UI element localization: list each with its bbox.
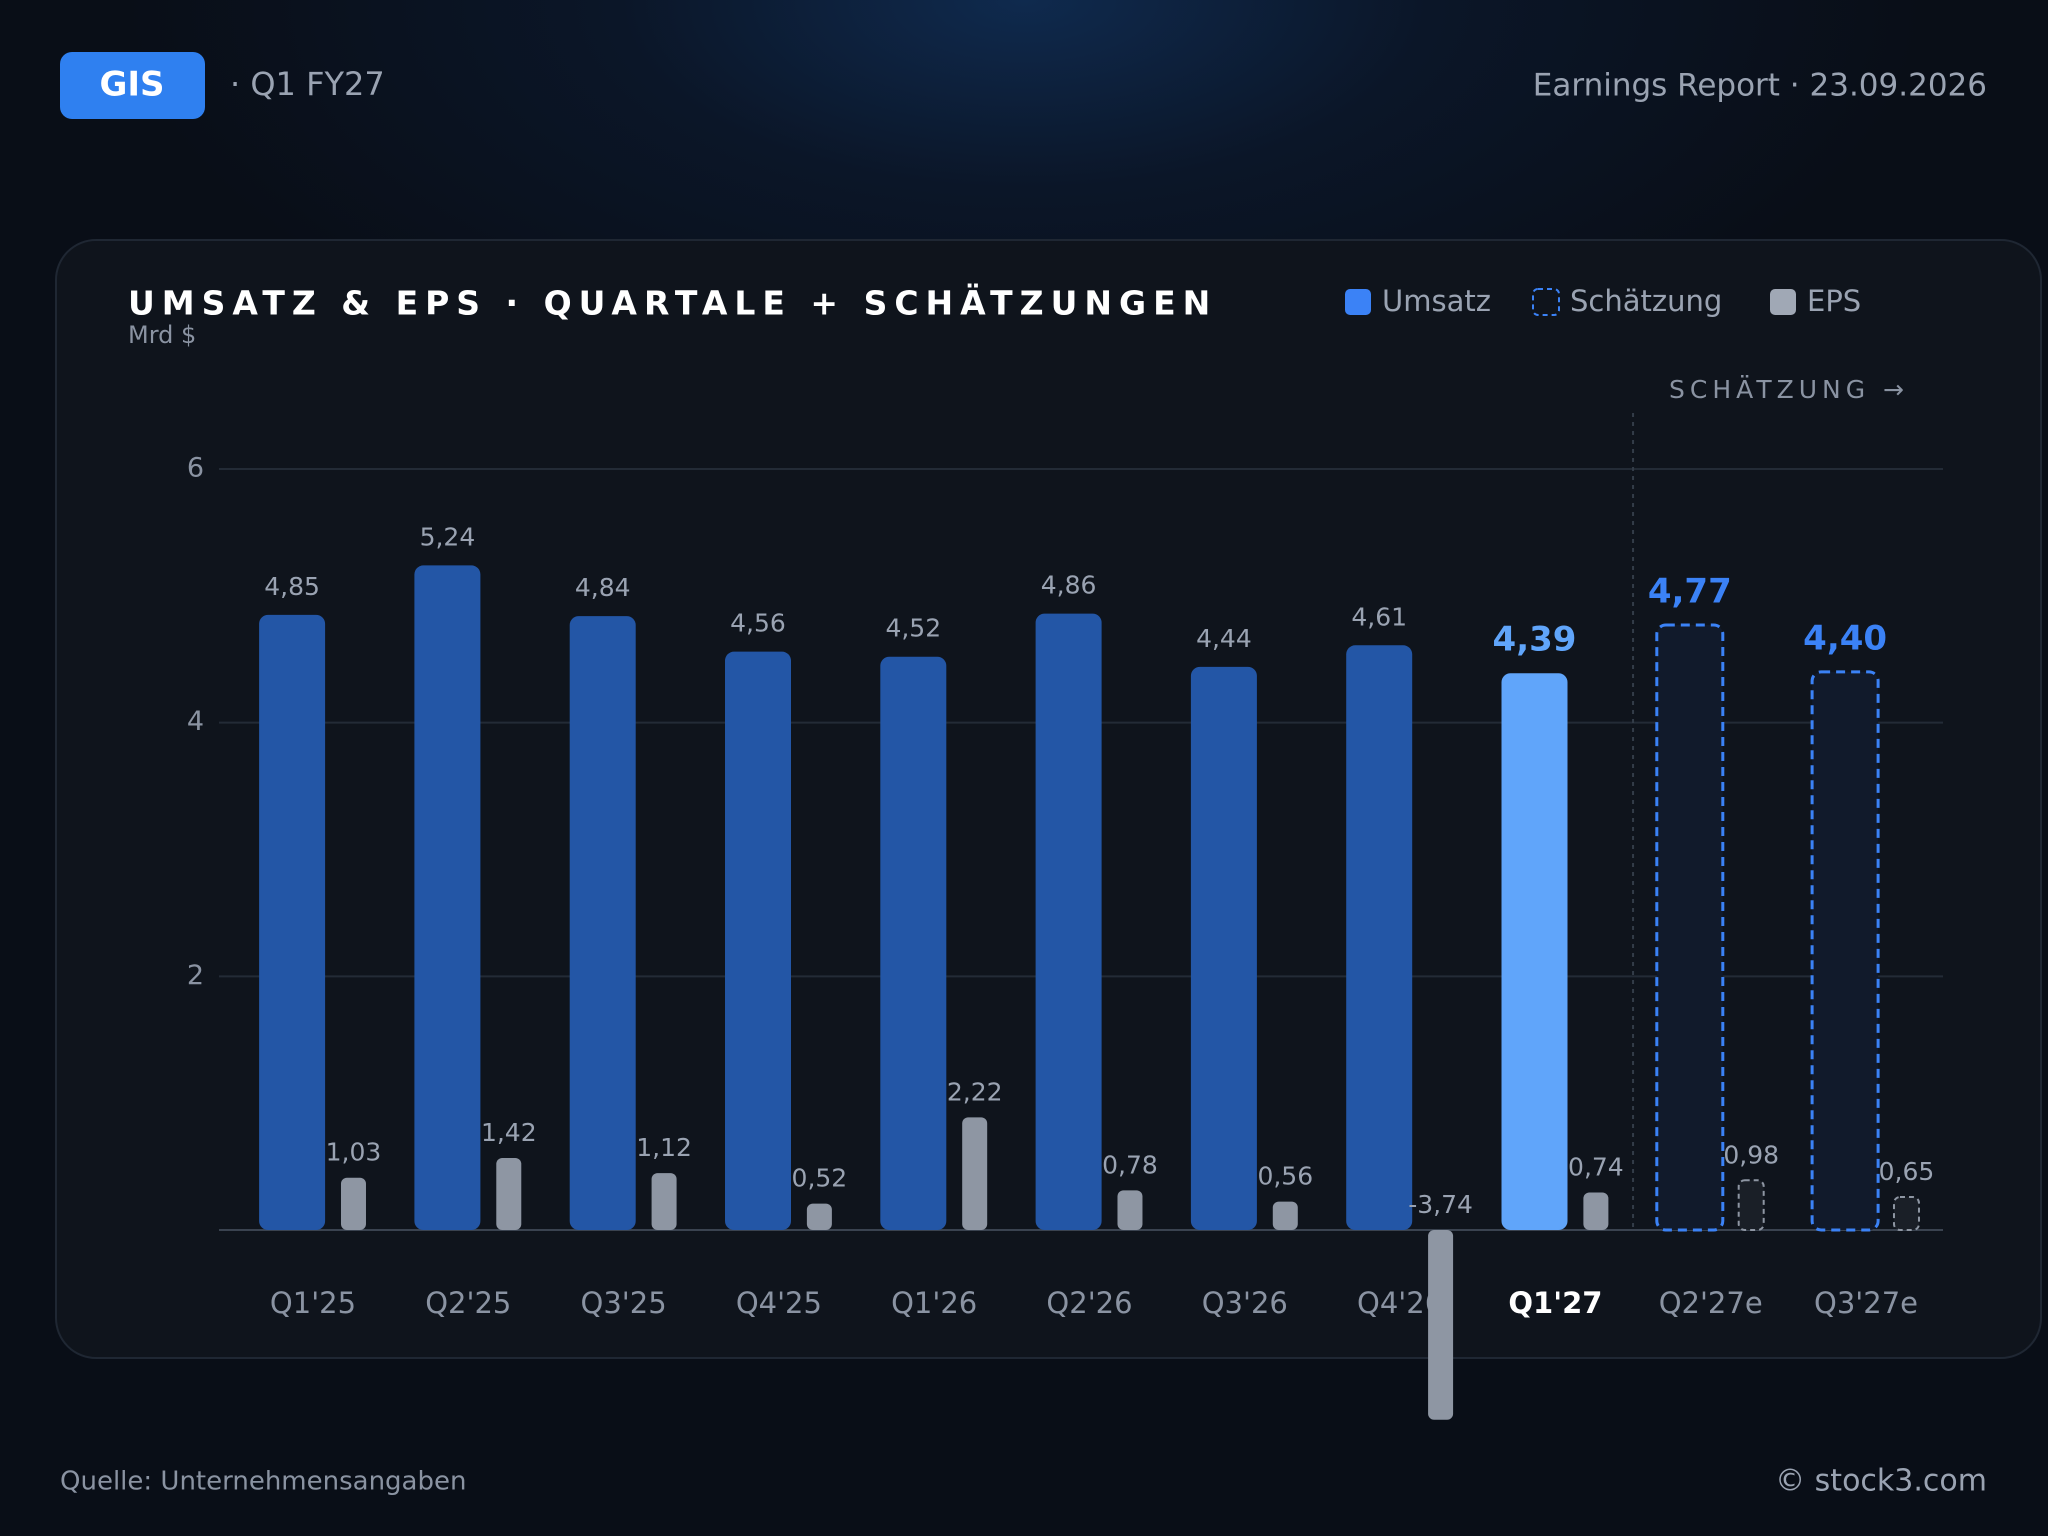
- value-label: 4,56: [730, 609, 786, 638]
- value-label: 5,24: [420, 522, 476, 551]
- legend-swatch: [1770, 289, 1796, 315]
- ticker: GIS: [99, 65, 164, 105]
- x-tick-label: Q2'25: [425, 1286, 511, 1320]
- revenue-bar: [414, 565, 481, 1230]
- eps-bar: [340, 1177, 366, 1230]
- revenue-bar: [1346, 645, 1413, 1230]
- x-tick-label: Q2'26: [1046, 1286, 1132, 1320]
- eps-value-label: 0,78: [1102, 1150, 1158, 1179]
- revenue-bar: [569, 616, 636, 1230]
- legend-label: Umsatz: [1382, 284, 1491, 318]
- value-label: 4,39: [1493, 620, 1577, 660]
- eps-bar: [1272, 1201, 1298, 1230]
- eps-value-label: 0,56: [1257, 1162, 1313, 1191]
- estimate-bar: [1810, 670, 1880, 1232]
- y-tick-label: 2: [187, 960, 204, 991]
- eps-value-label: -3,74: [1408, 1190, 1473, 1219]
- chart-title: UMSATZ & EPS · QUARTALE + SCHÄTZUNGEN: [128, 283, 1217, 323]
- value-label: 4,40: [1803, 618, 1887, 658]
- legend-swatch: [1345, 289, 1371, 315]
- period: · Q1 FY27: [230, 65, 385, 103]
- revenue-bar: [725, 651, 792, 1230]
- estimate-bar: [1655, 623, 1725, 1232]
- legend-label: Schätzung: [1570, 284, 1722, 318]
- eps-value-label: 0,74: [1568, 1152, 1624, 1181]
- eps-value-label: 1,12: [636, 1133, 692, 1162]
- revenue-bar: [259, 614, 326, 1230]
- legend-swatch: [1532, 288, 1560, 316]
- eps-value-label: 1,42: [481, 1118, 537, 1147]
- eps-value-label: 0,98: [1723, 1140, 1779, 1169]
- eps-bar: [496, 1157, 522, 1230]
- value-label: 4,86: [1041, 571, 1097, 600]
- value-label: 4,77: [1648, 572, 1732, 612]
- x-tick-label: Q1'26: [891, 1286, 977, 1320]
- eps-bar: [1428, 1230, 1454, 1420]
- chart-subtitle: Mrd $: [128, 321, 196, 349]
- eps-bar: [1892, 1196, 1920, 1231]
- source: Quelle: Unternehmensangaben: [60, 1467, 466, 1497]
- value-label: 4,84: [575, 573, 631, 602]
- x-tick-label: Q3'25: [581, 1286, 667, 1320]
- ticker-badge: [60, 52, 205, 119]
- value-label: 4,85: [264, 572, 320, 601]
- revenue-bar: [1035, 613, 1102, 1230]
- estimate-annotation: SCHÄTZUNG →: [1669, 375, 1909, 404]
- eps-value-label: 0,65: [1879, 1157, 1935, 1186]
- eps-bar: [1737, 1179, 1765, 1232]
- eps-bar: [651, 1173, 677, 1230]
- x-tick-label: Q2'27e: [1659, 1286, 1763, 1320]
- eps-bar: [806, 1203, 832, 1230]
- y-tick-label: 4: [187, 706, 204, 737]
- value-label: 4,44: [1196, 624, 1252, 653]
- revenue-bar: [880, 656, 947, 1230]
- x-tick-label: Q1'25: [270, 1286, 356, 1320]
- y-tick-label: 6: [187, 453, 204, 484]
- eps-value-label: 1,03: [326, 1138, 382, 1167]
- revenue-bar: [1501, 673, 1568, 1230]
- report-date: Earnings Report · 23.09.2026: [1533, 68, 1987, 104]
- x-tick-label: Q4'25: [736, 1286, 822, 1320]
- value-label: 4,52: [885, 614, 941, 643]
- x-tick-label: Q1'27: [1508, 1286, 1602, 1320]
- x-tick-label: Q3'27e: [1814, 1286, 1918, 1320]
- credit: © stock3.com: [1775, 1464, 1987, 1499]
- eps-bar: [1583, 1192, 1609, 1230]
- eps-value-label: 0,52: [792, 1164, 848, 1193]
- x-tick-label: Q3'26: [1202, 1286, 1288, 1320]
- revenue-bar: [1190, 666, 1257, 1230]
- eps-value-label: 2,22: [947, 1077, 1003, 1106]
- eps-bar: [1117, 1190, 1143, 1230]
- legend-label: EPS: [1807, 284, 1861, 318]
- value-label: 4,61: [1351, 602, 1407, 631]
- eps-bar: [962, 1117, 988, 1230]
